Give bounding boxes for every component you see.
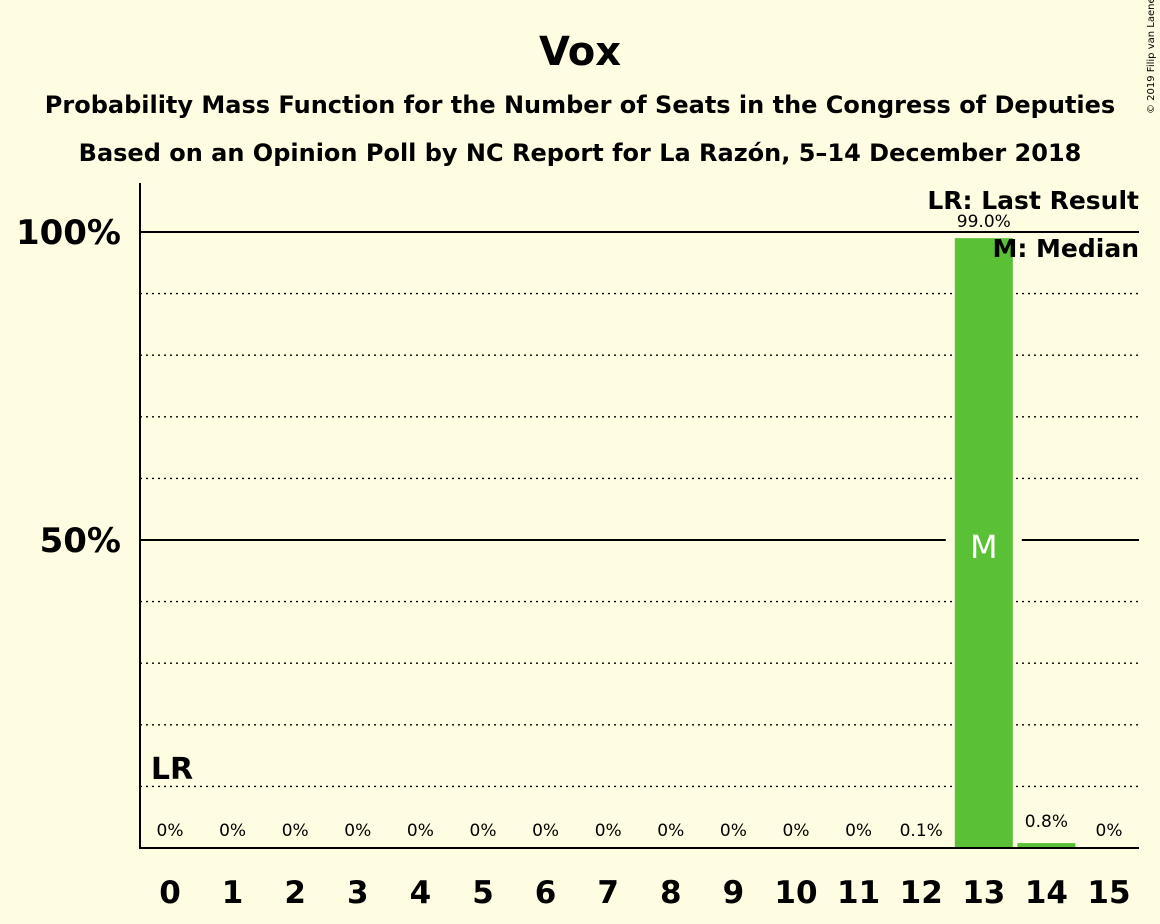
value-label-seat-13: 99.0%	[957, 212, 1011, 232]
x-tick-label-6: 6	[535, 875, 557, 911]
value-label-seat-12: 0.1%	[900, 821, 943, 841]
last-result-marker: LR	[151, 752, 193, 787]
bar-value-labels: 0% 0% 0% 0% 0% 0% 0% 0% 0% 0% 0% 0% 0.1% 99.0% 0.8% 0%	[157, 212, 1123, 841]
value-label-seat-7: 0%	[595, 821, 622, 841]
value-label-seat-14: 0.8%	[1025, 812, 1068, 832]
x-tick-label-1: 1	[222, 875, 244, 911]
value-label-seat-5: 0%	[470, 821, 497, 841]
median-line-gap-bar	[954, 538, 1013, 542]
x-tick-label-12: 12	[900, 875, 943, 911]
value-label-seat-9: 0%	[720, 821, 747, 841]
value-label-seat-1: 0%	[219, 821, 246, 841]
x-tick-label-13: 13	[962, 875, 1005, 911]
legend-median: M: Median	[992, 234, 1139, 263]
value-label-seat-11: 0%	[845, 821, 872, 841]
x-tick-label-11: 11	[837, 875, 880, 911]
value-label-seat-10: 0%	[783, 821, 810, 841]
value-label-seat-0: 0%	[157, 821, 184, 841]
x-tick-label-2: 2	[284, 875, 306, 911]
copyright-note: © 2019 Filip van Laenen	[1146, 0, 1157, 114]
bars	[892, 238, 1076, 848]
value-label-seat-2: 0%	[282, 821, 309, 841]
x-tick-label-5: 5	[472, 875, 494, 911]
bar-seat-14	[1017, 843, 1076, 848]
value-label-seat-15: 0%	[1096, 821, 1123, 841]
x-tick-label-10: 10	[774, 875, 817, 911]
x-tick-label-4: 4	[410, 875, 432, 911]
x-tick-label-3: 3	[347, 875, 369, 911]
x-tick-label-0: 0	[159, 875, 181, 911]
x-tick-label-14: 14	[1025, 875, 1068, 911]
chart-title: Vox	[539, 29, 621, 75]
x-tick-label-9: 9	[723, 875, 745, 911]
x-tick-label-15: 15	[1087, 875, 1130, 911]
value-label-seat-3: 0%	[344, 821, 371, 841]
median-marker: M	[970, 528, 998, 566]
y-tick-label-50: 50%	[40, 521, 121, 561]
chart-subtitle-line-1: Probability Mass Function for the Number…	[45, 91, 1115, 119]
chart-subtitle-line-2: Based on an Opinion Poll by NC Report fo…	[79, 139, 1082, 167]
x-tick-label-7: 7	[597, 875, 619, 911]
value-label-seat-6: 0%	[532, 821, 559, 841]
value-label-seat-4: 0%	[407, 821, 434, 841]
legend-last-result: LR: Last Result	[927, 186, 1139, 215]
legend: LR: Last Result M: Median	[927, 186, 1139, 263]
markers: LR M	[151, 528, 998, 787]
value-label-seat-8: 0%	[657, 821, 684, 841]
axes	[139, 183, 1139, 849]
x-tick-label-8: 8	[660, 875, 682, 911]
y-tick-label-100: 100%	[16, 213, 121, 253]
bar-seat-13	[954, 238, 1013, 848]
